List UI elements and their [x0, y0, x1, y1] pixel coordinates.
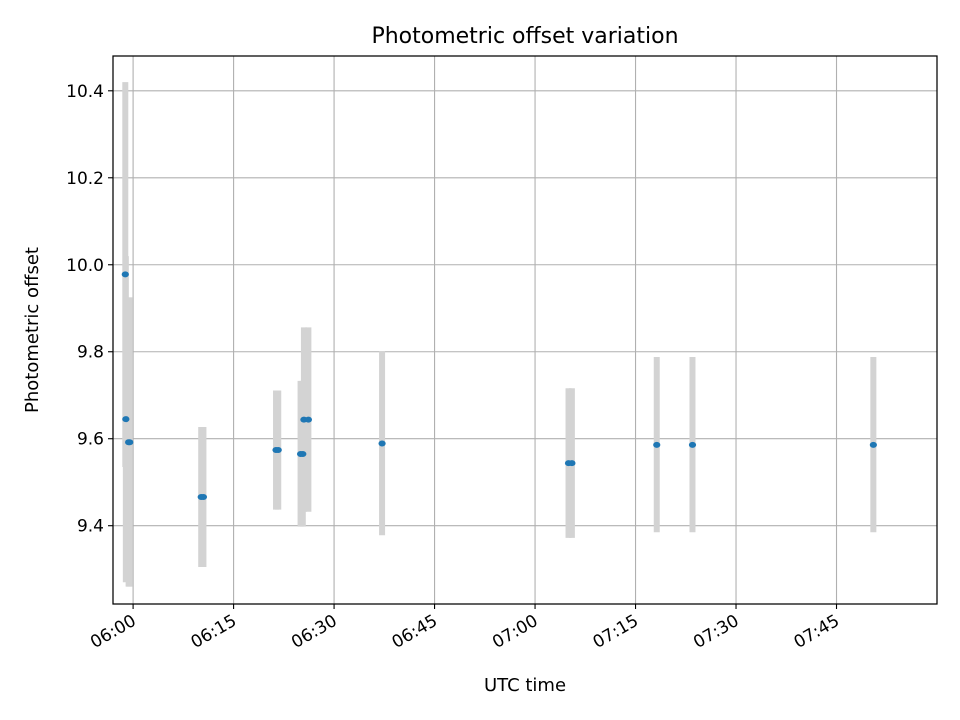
data-point [378, 440, 386, 447]
y-tick-label: 9.4 [77, 517, 104, 537]
y-tick-label: 10.2 [66, 169, 104, 189]
y-tick-label: 10.0 [66, 256, 104, 276]
data-point [304, 416, 312, 423]
data-point [568, 460, 576, 467]
data-point [653, 441, 661, 448]
data-point [688, 441, 697, 448]
data-points [121, 271, 877, 501]
grid [113, 56, 937, 604]
data-point [122, 416, 130, 423]
y-tick-label: 9.8 [77, 343, 104, 363]
y-axis-label: Photometric offset [22, 247, 43, 413]
plot-frame [112, 55, 938, 605]
data-point [274, 447, 282, 454]
data-point [121, 271, 129, 278]
data-point [869, 441, 877, 448]
y-tick-label: 10.4 [66, 82, 104, 102]
chart-title: Photometric offset variation [371, 24, 678, 49]
y-tick-label: 9.6 [77, 430, 104, 450]
data-point [299, 450, 307, 457]
data-point [199, 494, 208, 501]
data-point [126, 439, 134, 446]
x-axis-label: UTC time [484, 675, 566, 696]
